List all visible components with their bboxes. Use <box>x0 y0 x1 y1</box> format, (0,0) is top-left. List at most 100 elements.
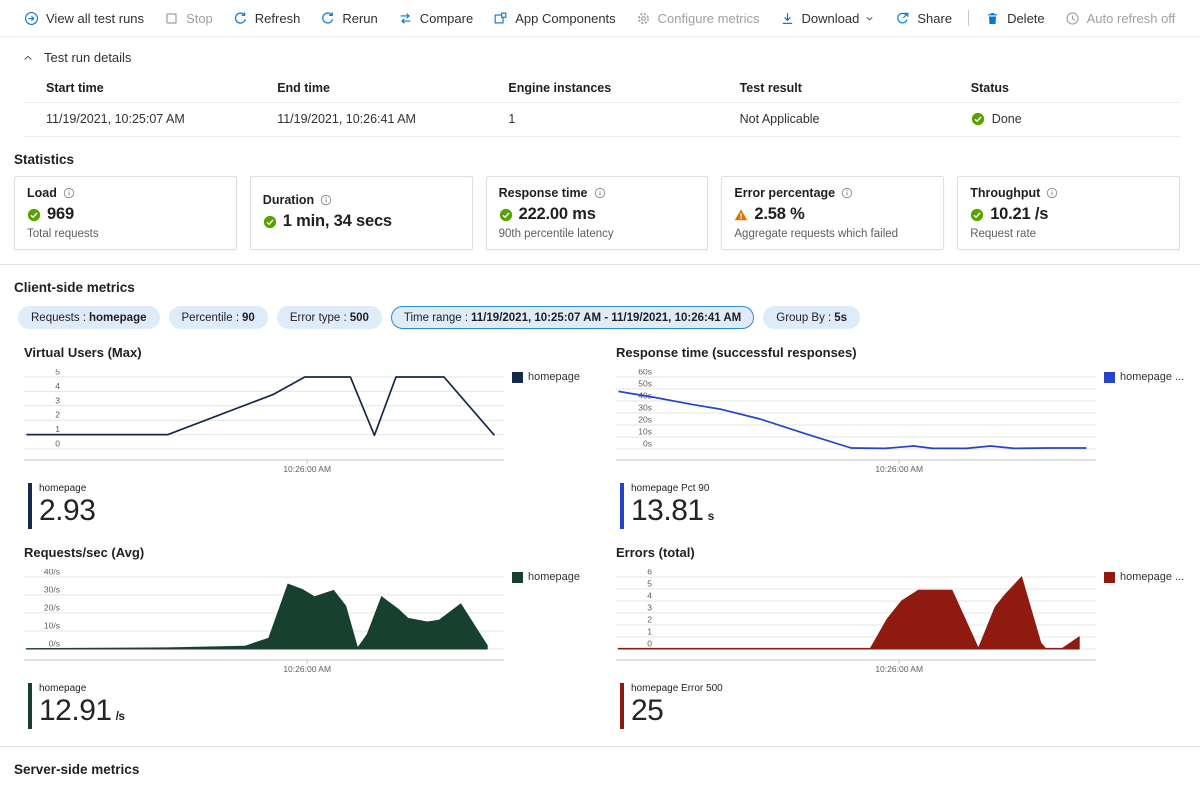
filter-value: 11/19/2021, 10:25:07 AM - 11/19/2021, 10… <box>471 311 742 324</box>
toolbar-button-refresh[interactable]: Refresh <box>223 4 311 32</box>
summary-color-bar <box>28 683 32 729</box>
stat-card-load: Load 969 Total requests <box>14 176 237 250</box>
filter-pill-time-range[interactable]: Time range :11/19/2021, 10:25:07 AM - 11… <box>390 306 755 329</box>
summary-unit: /s <box>115 709 126 723</box>
toolbar-button-label: Refresh <box>254 10 301 26</box>
svg-text:1: 1 <box>55 424 60 434</box>
details-column-header: Status <box>970 81 1009 95</box>
svg-text:0s: 0s <box>643 439 652 449</box>
svg-text:40/s: 40/s <box>44 569 60 577</box>
filter-pill-error-type[interactable]: Error type :500 <box>276 306 382 329</box>
legend-response-time[interactable]: homepage ... <box>1104 371 1184 383</box>
legend-swatch-icon <box>512 572 523 583</box>
client-metrics-charts: Virtual Users (Max) 5 4 3 2 1 0 10:26:00 AM ho… <box>24 345 1184 729</box>
summary-color-bar <box>28 483 32 529</box>
chart-plot-virtual-users: 5 4 3 2 1 0 10:26:00 AM <box>24 369 504 474</box>
success-check-icon <box>970 208 984 222</box>
stat-card-response-time: Response time 222.00 ms 90th percentile … <box>485 176 709 250</box>
chart-virtual-users: Virtual Users (Max) 5 4 3 2 1 0 10:26:00 AM ho… <box>24 345 580 529</box>
summary-value: 12.91/s <box>39 694 125 727</box>
toolbar-button-label: Stop <box>186 10 213 26</box>
section-divider <box>0 746 1200 747</box>
stat-card-title: Response time <box>498 186 588 200</box>
svg-text:1: 1 <box>647 627 652 637</box>
toolbar-button-stop: Stop <box>154 4 223 32</box>
details-column-header: Start time <box>46 81 104 95</box>
stat-card-error-percentage: Error percentage 2.58 % Aggregate reques… <box>721 176 945 250</box>
filter-value: 5s <box>834 311 848 324</box>
stat-card-duration: Duration 1 min, 34 secs <box>249 176 473 250</box>
toolbar-button-label: Rerun <box>342 10 378 26</box>
info-icon[interactable] <box>63 187 75 199</box>
info-icon[interactable] <box>320 194 332 206</box>
summary-requests-per-sec: homepage 12.91/s <box>28 683 580 729</box>
stat-card-title: Load <box>27 186 57 200</box>
info-icon[interactable] <box>841 187 853 199</box>
details-value-row: 11/19/2021, 10:25:07 AM 11/19/2021, 10:26… <box>24 103 1180 137</box>
legend-requests-per-sec[interactable]: homepage <box>512 571 580 583</box>
statistics-cards: Load 969 Total requests Duration 1 min, … <box>14 176 1180 250</box>
success-check-icon <box>971 112 985 126</box>
app-components-icon <box>493 11 508 26</box>
refresh-icon <box>233 11 248 26</box>
filter-label: Error type : <box>289 311 347 324</box>
svg-text:0/s: 0/s <box>49 639 60 649</box>
svg-text:2: 2 <box>647 615 652 625</box>
warning-icon <box>734 208 748 222</box>
summary-value: 25 <box>631 694 664 727</box>
svg-text:2: 2 <box>55 410 60 420</box>
stat-card-throughput: Throughput 10.21 /s Request rate <box>957 176 1180 250</box>
filter-pill-group-by[interactable]: Group By :5s <box>763 306 861 329</box>
filter-pill-percentile[interactable]: Percentile :90 <box>168 306 268 329</box>
toolbar-button-delete[interactable]: Delete <box>975 4 1055 32</box>
toolbar-button-app-components[interactable]: App Components <box>483 4 625 32</box>
details-value-cell: Not Applicable <box>739 112 820 126</box>
legend-virtual-users[interactable]: homepage <box>512 371 580 383</box>
toolbar-button-download[interactable]: Download <box>770 4 886 32</box>
svg-text:5: 5 <box>55 369 60 377</box>
svg-text:10:26:00 AM: 10:26:00 AM <box>875 664 923 674</box>
metric-filter-pills: Requests : homepage Percentile :90 Error … <box>18 306 1200 329</box>
svg-text:10:26:00 AM: 10:26:00 AM <box>283 664 331 674</box>
server-side-metrics-heading: Server-side metrics <box>14 762 140 777</box>
toolbar-button-share[interactable]: Share <box>885 4 962 32</box>
details-value-cell: 11/19/2021, 10:25:07 AM <box>46 112 185 126</box>
test-run-details-table: Start time End time Engine instances Test r… <box>24 75 1180 137</box>
toolbar-button-label: Configure metrics <box>657 10 760 26</box>
summary-color-bar <box>620 483 624 529</box>
delete-icon <box>985 11 1000 26</box>
chart-response-time: Response time (successful responses) 60s… <box>616 345 1184 529</box>
details-column-header: Engine instances <box>508 81 612 95</box>
summary-color-bar <box>620 683 624 729</box>
details-value-cell: 11/19/2021, 10:26:41 AM <box>277 112 416 126</box>
svg-text:3: 3 <box>55 395 60 405</box>
chevron-down-icon <box>864 13 875 24</box>
toolbar-button-label: View all test runs <box>46 10 145 26</box>
section-divider <box>0 264 1200 265</box>
legend-errors[interactable]: homepage ... <box>1104 571 1184 583</box>
svg-text:20s: 20s <box>638 415 652 425</box>
info-icon[interactable] <box>594 187 606 199</box>
info-icon[interactable] <box>1046 187 1058 199</box>
test-run-details-toggle[interactable]: Test run details <box>0 37 131 69</box>
toolbar-divider <box>968 10 970 26</box>
stat-card-caption: Request rate <box>970 228 1037 240</box>
toolbar-button-rerun[interactable]: Rerun <box>310 4 387 32</box>
chart-errors: Errors (total) 6 5 4 3 2 1 0 10:26:00 AM homepa… <box>616 545 1184 729</box>
toolbar-button-view-all-test-runs[interactable]: View all test runs <box>14 4 154 32</box>
svg-text:20/s: 20/s <box>44 603 60 613</box>
summary-virtual-users: homepage 2.93 <box>28 483 580 529</box>
details-column-header: End time <box>277 81 330 95</box>
toolbar-button-label: Download <box>801 10 860 26</box>
svg-text:10s: 10s <box>638 427 652 437</box>
summary-value: 2.93 <box>39 494 96 527</box>
toolbar-button-compare[interactable]: Compare <box>388 4 483 32</box>
svg-text:30s: 30s <box>638 403 652 413</box>
filter-label: Time range : <box>403 311 469 324</box>
filter-pill-requests[interactable]: Requests : homepage <box>18 306 160 329</box>
svg-text:5: 5 <box>647 579 652 589</box>
details-value-cell: 1 <box>508 112 516 126</box>
client-side-metrics-heading: Client-side metrics <box>14 280 135 295</box>
chart-plot-requests-per-sec: 40/s 30/s 20/s 10/s 0/s 10:26:00 AM <box>24 569 504 674</box>
